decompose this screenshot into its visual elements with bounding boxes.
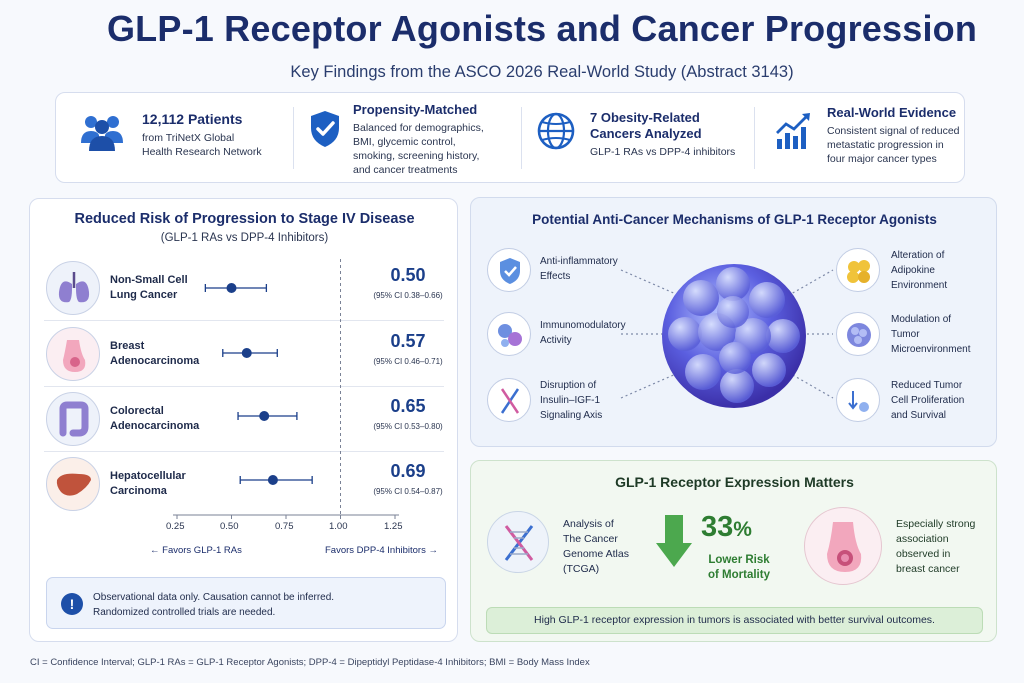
hazard-ratio: 0.50 (390, 265, 426, 285)
shield-icon (487, 248, 531, 292)
breast-icon (804, 507, 882, 585)
stat-desc-line: from TriNetX Global (142, 132, 235, 144)
note-line: Randomized controlled trials are needed. (93, 607, 276, 618)
cancer-name: Breast Adenocarcinoma (110, 340, 200, 367)
mechanisms-title: Potential Anti-Cancer Mechanisms of GLP-… (532, 212, 937, 227)
immune-cells-icon (487, 312, 531, 356)
forest-plot (173, 259, 399, 519)
forest-row: Hepatocellular Carcinoma 0.69 (95% CI 0.5… (44, 453, 444, 515)
hazard-point (267, 475, 278, 485)
stat-heading: 7 Obesity-Related (590, 110, 700, 125)
hazard-ratio: 0.69 (390, 461, 426, 481)
mortality-stat: 33% (701, 511, 752, 543)
mortality-label: Lower Risk of Mortality (708, 554, 770, 581)
cancer-name: Colorectal Adenocarcinoma (110, 405, 200, 432)
favors-dpp4-label: Favors DPP-4 Inhibitors → (325, 545, 438, 556)
confidence-interval: (95% CI 0.53–0.80) (373, 422, 443, 431)
axis-tick-label: 0.50 (220, 521, 239, 532)
cancer-name: Hepatocellular Carcinoma (110, 470, 186, 497)
stat-heading: Real-World Evidence (827, 105, 957, 120)
hazard-point (259, 411, 270, 421)
cancer-name: Non-Small Cell Lung Cancer (110, 274, 188, 301)
stat-desc-line: and cancer treatments (353, 164, 458, 176)
globe-icon (537, 112, 575, 150)
tumor-cell-icon (836, 312, 880, 356)
info-icon: ! (61, 593, 83, 615)
stat-realworld: Real-World Evidence Consistent signal of… (756, 93, 964, 184)
forest-plot-panel: Reduced Risk of Progression to Stage IV … (29, 198, 458, 642)
stat-desc-line: metastatic progression in (827, 139, 944, 151)
stat-heading: Cancers Analyzed (590, 126, 702, 141)
stats-box: 12,112 Patients from TriNetX Global Heal… (55, 92, 965, 183)
expression-footer: High GLP-1 receptor expression in tumors… (486, 607, 983, 634)
axis-tick-label: 0.75 (275, 521, 294, 532)
forest-title: Reduced Risk of Progression to Stage IV … (74, 211, 415, 227)
bar-chart-up-icon (776, 113, 810, 149)
adipocyte-icon (836, 248, 880, 292)
stat-desc-line: Health Research Network (142, 146, 262, 158)
stat-propensity: Propensity-Matched Balanced for demograp… (296, 93, 518, 184)
forest-row: Colorectal Adenocarcinoma 0.65 (95% CI 0.… (44, 388, 444, 450)
confidence-interval: (95% CI 0.38–0.66) (373, 291, 443, 300)
axis-tick-label: 1.00 (329, 521, 348, 532)
mechanisms-panel: Potential Anti-Cancer Mechanisms of GLP-… (470, 197, 997, 447)
stat-cancers: 7 Obesity-Related Cancers Analyzed GLP-1… (524, 93, 752, 184)
axis-tick-label: 1.25 (384, 521, 403, 532)
tumor-cell-illustration (662, 264, 806, 408)
shield-check-icon (311, 111, 339, 147)
stat-desc-line: Consistent signal of reduced (827, 125, 960, 137)
stat-heading: Propensity-Matched (353, 102, 478, 117)
stat-desc-line: four major cancer types (827, 153, 937, 165)
stat-heading: 12,112 Patients (142, 111, 243, 127)
confidence-interval: (95% CI 0.54–0.87) (373, 487, 443, 496)
stat-desc-line: Balanced for demographics, (353, 122, 484, 134)
favors-glp1-label: ← Favors GLP-1 RAs (150, 545, 242, 556)
confidence-interval: (95% CI 0.46–0.71) (373, 357, 443, 366)
hazard-point (241, 348, 252, 358)
page-title: GLP-1 Receptor Agonists and Cancer Progr… (106, 8, 978, 49)
dna-icon (487, 511, 549, 573)
hazard-ratio: 0.57 (390, 331, 426, 351)
hazard-ratio: 0.65 (390, 396, 426, 416)
expression-panel: GLP-1 Receptor Expression Matters Analys… (470, 460, 997, 642)
down-arrows-icon (836, 378, 880, 422)
forest-row: Non-Small Cell Lung Cancer 0.50 (95% CI 0… (44, 257, 444, 319)
breast-icon (46, 327, 100, 381)
caution-note: ! Observational data only. Causation can… (46, 577, 446, 629)
arrow-down-icon (656, 515, 692, 567)
page-subtitle: Key Findings from the ASCO 2026 Real-Wor… (290, 63, 794, 81)
breast-association-label: Especially strong association observed in b… (896, 518, 976, 575)
colon-icon (46, 392, 100, 446)
stat-desc-line: smoking, screening history, (353, 150, 480, 162)
note-line: Observational data only. Causation canno… (93, 592, 335, 603)
lung-icon (46, 261, 100, 315)
tcga-label: Analysis of The Cancer Genome Atlas (TCGA) (563, 518, 629, 575)
footnote: CI = Confidence Interval; GLP-1 RAs = GL… (30, 657, 590, 668)
forest-row: Breast Adenocarcinoma 0.57 (95% CI 0.46–0… (44, 323, 444, 385)
connector-lines (620, 264, 834, 408)
forest-subtitle: (GLP-1 RAs vs DPP-4 Inhibitors) (160, 232, 329, 244)
expression-title: GLP-1 Receptor Expression Matters (615, 474, 854, 490)
patients-icon (81, 116, 123, 151)
liver-icon (46, 457, 100, 511)
stat-patients: 12,112 Patients from TriNetX Global Heal… (56, 93, 291, 184)
hazard-point (226, 283, 237, 293)
stat-desc-line: GLP-1 RAs vs DPP-4 inhibitors (590, 146, 736, 158)
axis-tick-label: 0.25 (166, 521, 185, 532)
stat-desc-line: BMI, glycemic control, (353, 136, 456, 148)
dna-icon (487, 378, 531, 422)
